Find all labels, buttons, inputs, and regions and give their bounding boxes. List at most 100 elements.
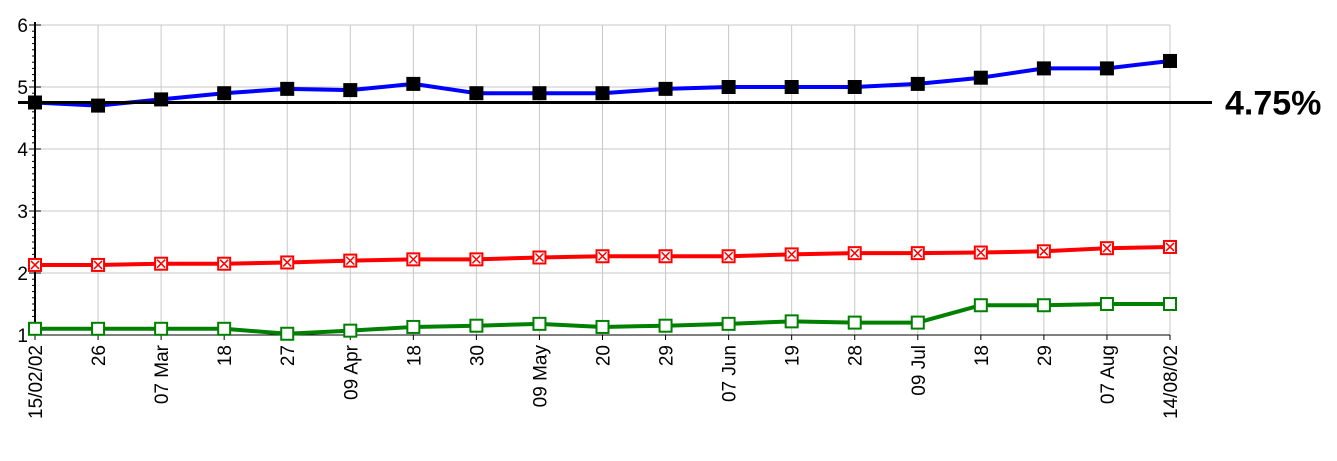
series-3-point-1 [28,321,42,336]
x-tick-label: 18 [972,345,993,366]
data-point-marker [1036,298,1051,313]
data-point-marker-cross [850,248,860,258]
data-point-marker-cross [93,260,103,270]
series-1-point-7 [406,76,421,91]
y-tick-label: 6 [17,16,28,37]
series-1-point-18 [1099,61,1114,76]
series-1-point-5 [280,81,295,96]
data-point-marker [1163,53,1177,68]
x-tick-label: 26 [89,345,110,366]
data-point-marker-cross [1165,242,1175,252]
data-point-marker [847,80,862,94]
series-1-point-10 [595,86,610,101]
x-tick-label: 07 Aug [1098,345,1119,404]
data-point-marker [847,315,862,330]
data-point-marker [154,92,169,107]
data-point-marker-cross [30,260,40,270]
series-1-point-3 [154,92,169,107]
series-2-point-3 [154,256,169,271]
series-2-point-5 [280,255,295,270]
series-1-point-6 [343,83,358,98]
data-point-marker [910,76,925,91]
data-point-marker [28,321,42,336]
series-2-point-17 [1036,244,1051,259]
data-point-marker [910,315,925,330]
series-1-point-17 [1036,61,1051,76]
data-point-marker [91,98,106,113]
data-point-marker-cross [913,248,923,258]
data-point-marker-cross [156,259,166,269]
series-3-point-5 [280,326,295,341]
series-3-point-14 [847,315,862,330]
data-point-marker [406,76,421,91]
x-tick-label: 27 [278,345,299,366]
data-point-marker-cross [471,254,481,264]
data-point-marker [280,326,295,341]
data-point-marker-cross [597,251,608,261]
data-point-marker [1099,297,1114,311]
x-tick-label: 30 [467,345,488,366]
x-tick-label: 07 Jun [720,345,741,402]
x-tick-label: 09 Jul [909,345,930,396]
data-point-marker [721,80,736,94]
series-2-point-10 [595,249,610,264]
data-point-marker [784,80,799,94]
data-point-marker [784,314,799,329]
series-1-point-15 [910,76,925,91]
data-point-marker [973,70,988,85]
series-1-point-2 [91,98,106,113]
series-1-point-11 [658,81,673,96]
series-3-point-12 [721,316,736,331]
x-tick-label: 29 [1035,345,1056,366]
x-tick-label: 20 [594,345,615,366]
data-point-marker [91,321,106,336]
data-point-marker [721,316,736,331]
data-point-marker-cross [345,256,355,266]
series-2-point-4 [217,256,232,271]
y-tick-label: 3 [17,202,28,223]
data-point-marker-cross [787,249,797,259]
series-1-point-9 [532,86,547,101]
series-2-point-9 [532,250,547,265]
series-3-point-3 [154,321,169,336]
x-tick-label: 28 [846,345,867,366]
series-3-point-2 [91,321,106,336]
data-point-marker [1163,297,1177,311]
y-tick-label: 5 [17,78,28,99]
data-point-marker-cross [408,254,418,264]
series-2-point-8 [469,252,484,267]
data-point-marker-cross [724,251,734,261]
x-tick-label: 09 May [530,345,551,408]
series-2-point-7 [406,252,421,267]
series-1-point-4 [217,86,232,101]
series-2-point-11 [658,249,673,264]
data-point-marker-cross [534,252,544,263]
series-1-point-12 [721,80,736,94]
data-point-marker [1099,61,1114,76]
series-3-point-6 [343,323,358,338]
series-1-point-19 [1163,53,1177,68]
x-tick-label: 19 [783,345,804,366]
series-group [28,53,1177,341]
series-2-point-12 [721,249,736,264]
data-point-marker [280,81,295,96]
series-2-point-2 [91,257,106,272]
x-tick-label: 09 Apr [341,344,362,400]
series-3-point-18 [1099,297,1114,311]
data-point-marker-cross [1102,243,1112,253]
y-tick-labels: 1 2 3 4 5 6 [17,16,28,347]
series-3-point-11 [658,318,673,333]
data-point-marker-cross [282,257,292,267]
x-tick-label: 18 [215,345,236,366]
x-tick-label: 14/08/02 [1161,345,1182,419]
data-point-marker [343,83,358,98]
series-2-point-19 [1163,239,1177,254]
series-2-point-16 [973,245,988,260]
series-2-point-13 [784,247,799,262]
series-2-point-1 [28,257,42,272]
series-3-point-15 [910,315,925,330]
series-3-point-7 [406,319,421,334]
data-point-marker [343,323,358,338]
series-3-point-19 [1163,297,1177,311]
x-tick-label: 18 [404,345,425,366]
